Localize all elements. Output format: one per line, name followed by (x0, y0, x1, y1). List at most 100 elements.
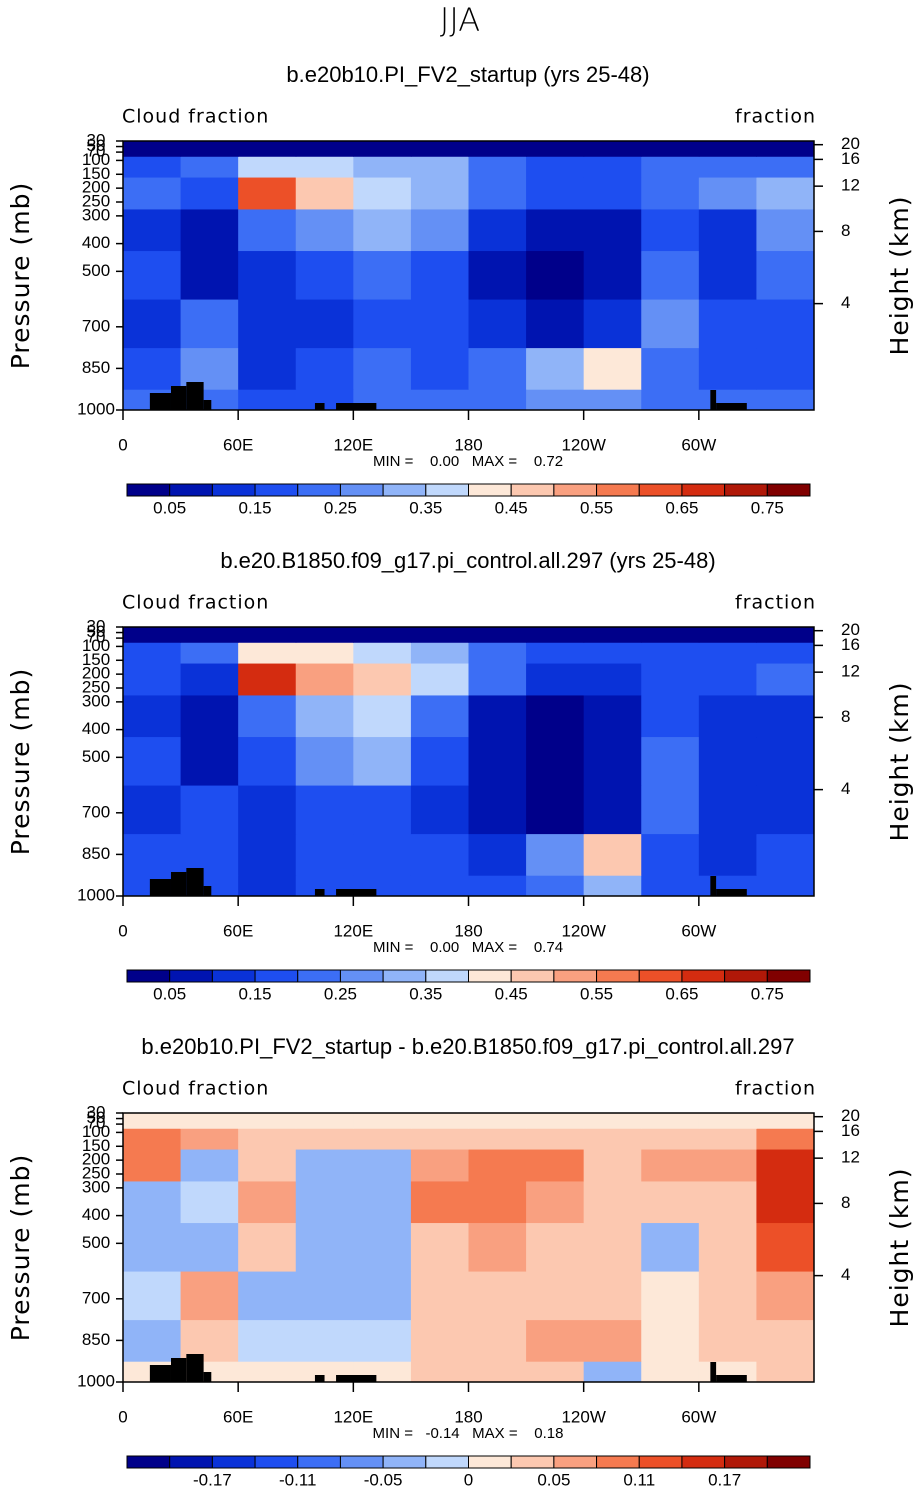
field-cell (756, 1180, 815, 1224)
field-cell (526, 208, 585, 252)
colorbar-label: 0.05 (153, 498, 186, 517)
field-cell (468, 1319, 527, 1362)
field-cell (123, 347, 182, 390)
right-label: fraction (735, 592, 816, 614)
field-cell (468, 389, 527, 411)
colorbar-box (254, 483, 299, 497)
y-tick-label: 1000 (77, 1371, 115, 1390)
topography (149, 1365, 171, 1382)
field-cell (583, 1113, 642, 1129)
field-cell (353, 1222, 412, 1272)
y2-tick-label: 16 (841, 635, 860, 654)
colorbar-label: 0.35 (409, 498, 442, 517)
right-label: fraction (735, 106, 816, 128)
field-cell (295, 694, 354, 738)
field-cell (698, 694, 757, 738)
field-cell (295, 1113, 354, 1129)
y-tick-label: 700 (82, 316, 110, 335)
field-cell (353, 1113, 412, 1129)
field-cell (410, 875, 469, 897)
field-cell (526, 642, 585, 664)
field-cell (238, 250, 297, 300)
field-cell (295, 1271, 354, 1321)
colorbar-label: 0.25 (324, 984, 357, 1003)
field-cell (123, 208, 182, 252)
x-tick-label: 60W (681, 1407, 716, 1426)
field-cell (180, 1271, 239, 1321)
y-tick-label: 700 (82, 802, 110, 821)
field-cell (468, 875, 527, 897)
field-cell (526, 833, 585, 876)
field-cell (295, 250, 354, 300)
field-cell (353, 1180, 412, 1224)
field-cell (238, 347, 297, 390)
field-cell (756, 1319, 815, 1362)
field-cell (295, 156, 354, 178)
colorbar-label: 0.35 (409, 984, 442, 1003)
field-cell (641, 1361, 700, 1383)
field-cell (295, 299, 354, 349)
field-cell (756, 875, 815, 897)
field-cell (756, 1271, 815, 1321)
field-cell (756, 141, 815, 157)
field-cell (295, 663, 354, 696)
field-cell (641, 389, 700, 411)
y-tick-label: 150 (82, 164, 110, 183)
x-tick-label: 60W (681, 921, 716, 940)
colorbar-label: 0.25 (324, 498, 357, 517)
y2-tick-label: 4 (841, 779, 850, 798)
colorbar-box (468, 483, 512, 497)
topography (170, 872, 187, 896)
field-cell (238, 1149, 297, 1182)
x-tick-label: 120W (561, 435, 605, 454)
field-cell (180, 663, 239, 696)
field-cell (526, 1222, 585, 1272)
y-axis-label: Pressure (mb) (6, 182, 35, 369)
field-cell (698, 1128, 757, 1150)
field-cell (641, 642, 700, 664)
field-cell (295, 177, 354, 210)
field-cell (641, 299, 700, 349)
topography (710, 390, 717, 410)
colorbar-box (126, 969, 171, 983)
field-cell (583, 1271, 642, 1321)
y-tick-label: 200 (82, 1150, 110, 1169)
colorbar-box (211, 483, 256, 497)
field-cell (641, 1180, 700, 1224)
topography (186, 382, 204, 410)
field-cell (526, 875, 585, 897)
topography (203, 886, 212, 896)
field-cell (756, 833, 815, 876)
colorbar-box (596, 1455, 640, 1469)
colorbar-box (169, 483, 213, 497)
colorbar-box (510, 1455, 555, 1469)
field-cell (353, 299, 412, 349)
field-cell (238, 141, 297, 157)
colorbar-box (724, 483, 768, 497)
field-cell (526, 1271, 585, 1321)
topography (710, 1362, 717, 1382)
field-cell (468, 642, 527, 664)
field-cell (238, 177, 297, 210)
field-cell (353, 208, 412, 252)
field-cell (123, 736, 182, 786)
panel-title: b.e20b10.PI_FV2_startup (yrs 25-48) (286, 62, 649, 87)
field-cell (583, 141, 642, 157)
field-cell (353, 250, 412, 300)
field-cell (698, 642, 757, 664)
topography (170, 1358, 187, 1382)
field-cell (756, 250, 815, 300)
colorbar-label: -0.05 (364, 1470, 403, 1489)
field-cell (583, 627, 642, 643)
colorbar-box (211, 969, 256, 983)
field-cell (756, 347, 815, 390)
field-cell (526, 785, 585, 835)
topography (149, 393, 171, 410)
y-tick-label: 400 (82, 233, 110, 252)
field-cell (698, 208, 757, 252)
colorbar-label: 0.11 (623, 1470, 655, 1489)
colorbar-box (724, 1455, 768, 1469)
y-tick-label: 1000 (77, 885, 115, 904)
y-tick-label: 400 (82, 719, 110, 738)
field-cell (756, 1149, 815, 1182)
